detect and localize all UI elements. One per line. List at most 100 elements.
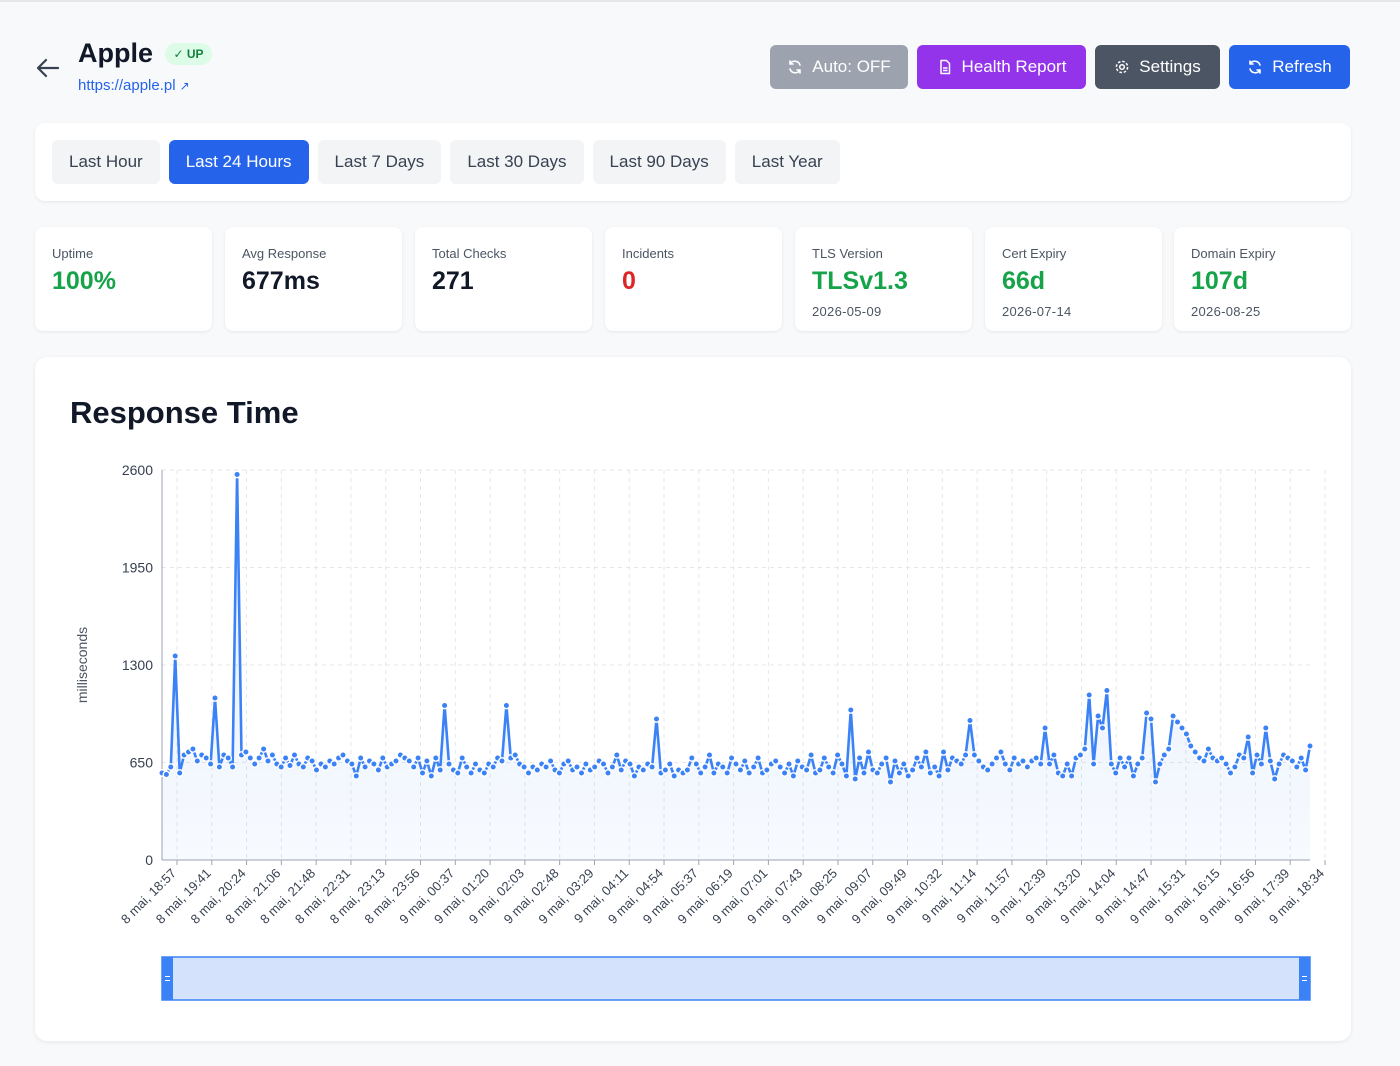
data-point xyxy=(193,757,202,765)
data-point xyxy=(785,760,793,768)
site-url-link[interactable]: https://apple.pl ↗ xyxy=(78,77,212,94)
data-point xyxy=(1182,730,1191,738)
data-point xyxy=(997,748,1005,756)
data-point xyxy=(312,766,321,774)
data-point xyxy=(745,769,754,777)
document-icon xyxy=(939,59,950,75)
data-point xyxy=(913,754,921,762)
data-point xyxy=(780,769,789,777)
data-point xyxy=(1138,754,1147,762)
data-point xyxy=(670,772,679,780)
response-line xyxy=(161,473,1312,784)
data-point xyxy=(740,757,749,765)
data-point xyxy=(710,769,718,777)
data-point xyxy=(418,769,427,777)
time-range-tabs: Last Hour Last 24 Hours Last 7 Days Last… xyxy=(52,140,840,184)
data-point xyxy=(1076,751,1085,759)
refresh-button[interactable]: Refresh xyxy=(1229,45,1350,89)
data-point xyxy=(290,751,299,759)
data-point xyxy=(807,751,815,759)
data-point xyxy=(1142,709,1151,717)
data-point xyxy=(860,769,868,777)
data-point xyxy=(1133,760,1142,768)
range-last-7-days[interactable]: Last 7 Days xyxy=(317,140,442,184)
data-point xyxy=(241,748,250,756)
data-point xyxy=(378,754,387,762)
cert-expiry-date: 2026-07-14 xyxy=(1002,304,1072,319)
data-point xyxy=(802,766,811,774)
data-point xyxy=(895,769,904,777)
data-point xyxy=(1275,760,1284,768)
site-header: Apple ✓ UP https://apple.pl ↗ xyxy=(78,38,212,94)
data-point xyxy=(582,760,590,768)
data-point xyxy=(957,760,966,768)
data-point xyxy=(1089,760,1098,768)
range-last-hour[interactable]: Last Hour xyxy=(52,140,160,184)
zoom-handle-right[interactable] xyxy=(1299,957,1310,1000)
range-last-24-hours[interactable]: Last 24 Hours xyxy=(168,140,309,184)
data-point xyxy=(489,763,498,771)
data-point xyxy=(732,760,740,768)
data-point xyxy=(891,757,899,765)
stat-card-total-checks: Total Checks 271 xyxy=(415,227,592,331)
data-point xyxy=(1191,748,1200,756)
data-point xyxy=(604,769,612,777)
range-last-30-days[interactable]: Last 30 Days xyxy=(450,140,584,184)
time-range-card: Last Hour Last 24 Hours Last 7 Days Last… xyxy=(35,123,1351,201)
data-point xyxy=(1116,754,1125,762)
data-point xyxy=(524,769,533,777)
data-point xyxy=(974,757,983,765)
data-point xyxy=(1239,754,1248,762)
data-point xyxy=(608,763,617,771)
health-report-label: Health Report xyxy=(961,57,1067,76)
data-point xyxy=(1292,763,1301,771)
data-point xyxy=(816,766,824,774)
settings-button[interactable]: Settings xyxy=(1095,45,1220,89)
data-point xyxy=(356,754,365,762)
refresh-icon xyxy=(789,60,802,74)
data-point xyxy=(617,766,626,774)
data-point xyxy=(224,754,233,762)
health-report-button[interactable]: Health Report xyxy=(917,45,1086,89)
data-point xyxy=(577,769,586,777)
auto-refresh-button[interactable]: Auto: OFF xyxy=(770,45,908,89)
data-point xyxy=(1023,763,1032,771)
data-point xyxy=(930,763,939,771)
data-point xyxy=(264,757,272,765)
data-point xyxy=(983,766,992,774)
data-point xyxy=(1297,754,1306,762)
data-point xyxy=(846,706,855,714)
data-point xyxy=(564,757,573,765)
data-point xyxy=(661,766,670,774)
data-point xyxy=(692,760,701,768)
range-last-90-days[interactable]: Last 90 Days xyxy=(592,140,726,184)
data-point xyxy=(1160,751,1169,759)
data-point xyxy=(409,763,418,771)
stat-card-avg-response: Avg Response 677ms xyxy=(225,227,402,331)
data-point xyxy=(414,754,422,762)
data-point xyxy=(308,757,316,765)
zoom-handle-left[interactable] xyxy=(162,957,173,1000)
data-point xyxy=(886,778,895,786)
data-point xyxy=(1306,742,1314,750)
data-point xyxy=(1005,766,1014,774)
data-point xyxy=(1270,775,1279,783)
range-last-year[interactable]: Last Year xyxy=(734,140,840,184)
data-point xyxy=(422,757,431,765)
arrow-left-icon[interactable] xyxy=(34,54,62,82)
data-point xyxy=(824,763,833,771)
data-point xyxy=(1129,772,1138,780)
data-point xyxy=(988,760,996,768)
stat-card-domain-expiry: Domain Expiry 107d 2026-08-25 xyxy=(1174,227,1351,331)
data-point xyxy=(904,772,913,780)
data-point xyxy=(793,757,802,765)
data-point xyxy=(1257,760,1266,768)
data-point xyxy=(966,716,974,725)
total-checks-value: 271 xyxy=(432,267,474,295)
data-point xyxy=(590,763,599,771)
data-point xyxy=(970,751,979,759)
data-point xyxy=(1164,745,1173,753)
data-point xyxy=(855,754,864,762)
y-tick-label: 1300 xyxy=(122,657,153,673)
